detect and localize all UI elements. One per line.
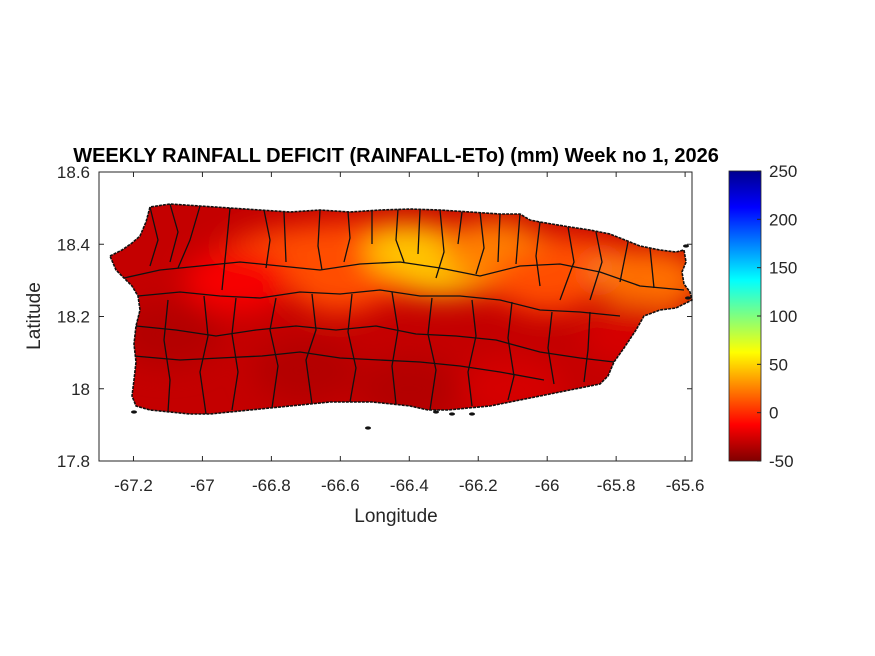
municipal-boundary bbox=[149, 206, 159, 267]
coastline bbox=[108, 203, 693, 415]
islet bbox=[685, 296, 691, 300]
x-tick-label: -65.6 bbox=[666, 476, 705, 495]
colorbar-tick-label: 200 bbox=[769, 210, 797, 229]
x-tick-label: -65.8 bbox=[597, 476, 636, 495]
municipal-boundary bbox=[133, 351, 545, 381]
municipal-boundary bbox=[317, 209, 323, 271]
municipal-boundary bbox=[395, 208, 405, 263]
islet bbox=[683, 244, 689, 248]
colorbar-tick-label: 150 bbox=[769, 259, 797, 278]
plot-area: -67.2 -67 -66.8 -66.6 -66.4 -66.2 -66 -65.8 -65.… bbox=[57, 163, 705, 495]
municipal-boundary bbox=[497, 213, 501, 263]
field-hotspot bbox=[115, 302, 220, 367]
x-tick-label: -67 bbox=[190, 476, 215, 495]
municipal-boundary bbox=[589, 231, 603, 301]
municipal-boundary bbox=[507, 301, 515, 401]
municipal-boundary bbox=[427, 297, 437, 411]
colorbar-tick-label: -50 bbox=[769, 452, 794, 471]
municipal-boundary bbox=[467, 299, 477, 407]
municipal-boundary bbox=[515, 213, 521, 265]
municipal-boundary bbox=[559, 226, 575, 301]
municipal-boundary bbox=[269, 297, 279, 409]
municipal-boundary bbox=[169, 204, 179, 263]
rainfall-deficit-map bbox=[108, 203, 693, 430]
y-axis-label: Latitude bbox=[24, 282, 45, 350]
islet bbox=[365, 426, 371, 430]
x-axis-label: Longitude bbox=[354, 506, 437, 527]
municipal-boundary bbox=[391, 291, 399, 405]
y-tick-label: 18.2 bbox=[57, 308, 90, 327]
municipal-boundary bbox=[177, 205, 201, 269]
municipal-boundary bbox=[221, 207, 231, 291]
x-tick-label: -66.6 bbox=[321, 476, 360, 495]
municipal-boundary bbox=[199, 295, 209, 414]
municipal-boundary bbox=[263, 209, 271, 269]
field-hotspot bbox=[184, 248, 289, 313]
field-hotspot bbox=[253, 338, 358, 403]
municipal-boundary bbox=[583, 311, 591, 383]
chart-title: WEEKLY RAINFALL DEFICIT (RAINFALL-ETo) (… bbox=[73, 145, 719, 167]
municipal-boundary bbox=[343, 211, 351, 263]
islet bbox=[469, 412, 475, 416]
islet bbox=[449, 412, 455, 416]
x-axis: -67.2 -67 -66.8 -66.6 -66.4 -66.2 -66 -65.8 -65.… bbox=[114, 172, 704, 495]
colorbar-tick-label: 250 bbox=[769, 162, 797, 181]
field-hotspot bbox=[598, 248, 692, 313]
colorbar-tick-label: 100 bbox=[769, 307, 797, 326]
islet bbox=[433, 410, 439, 414]
colorbar: -50 0 50 100 150 200 250 bbox=[728, 162, 797, 471]
municipal-boundary bbox=[283, 211, 287, 263]
municipal-boundary bbox=[123, 261, 685, 291]
municipal-boundary bbox=[649, 247, 655, 289]
municipal-boundary bbox=[475, 211, 485, 275]
municipal-boundary bbox=[547, 311, 555, 385]
municipal-boundary bbox=[347, 293, 357, 403]
islet bbox=[131, 410, 137, 414]
colorbar-tick-label: 0 bbox=[769, 404, 778, 423]
field-blobs bbox=[115, 219, 692, 414]
municipal-boundary bbox=[619, 241, 629, 283]
colorbar-tick-label: 50 bbox=[769, 355, 788, 374]
x-tick-label: -66.8 bbox=[252, 476, 291, 495]
x-tick-label: -67.2 bbox=[114, 476, 153, 495]
y-tick-label: 18.6 bbox=[57, 163, 90, 182]
municipal-boundary bbox=[137, 289, 621, 317]
municipal-boundary bbox=[457, 211, 463, 245]
y-tick-label: 18.4 bbox=[57, 235, 90, 254]
y-tick-label: 17.8 bbox=[57, 452, 90, 471]
municipal-boundary bbox=[417, 209, 421, 255]
municipal-boundary bbox=[135, 325, 615, 363]
deficit-field bbox=[110, 204, 692, 414]
x-tick-label: -66.2 bbox=[459, 476, 498, 495]
y-tick-label: 18 bbox=[71, 380, 90, 399]
municipal-boundary bbox=[535, 221, 541, 287]
municipal-boundaries bbox=[123, 204, 685, 414]
colorbar-ticks: -50 0 50 100 150 200 250 bbox=[757, 162, 797, 471]
municipal-boundary bbox=[231, 297, 239, 411]
field-hotspot bbox=[288, 248, 393, 313]
x-tick-label: -66 bbox=[535, 476, 560, 495]
y-axis: 17.8 18 18.2 18.4 18.6 bbox=[57, 163, 692, 471]
municipal-boundary bbox=[435, 209, 445, 279]
municipal-boundary bbox=[305, 293, 317, 405]
x-tick-label: -66.4 bbox=[390, 476, 429, 495]
colorbar-gradient bbox=[728, 170, 762, 462]
municipal-boundary bbox=[163, 299, 171, 413]
